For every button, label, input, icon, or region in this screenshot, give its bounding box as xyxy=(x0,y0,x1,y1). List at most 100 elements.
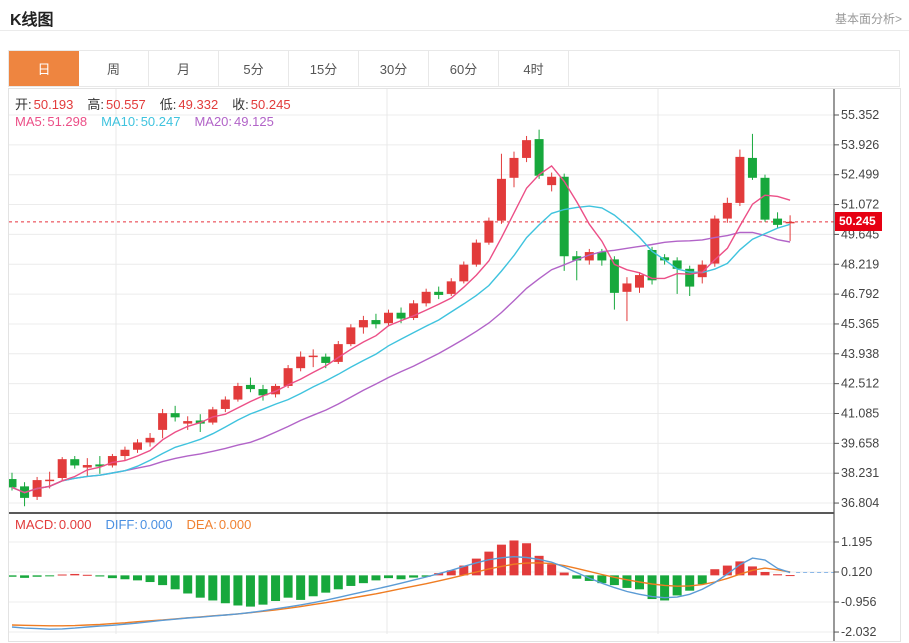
candle-up xyxy=(622,283,632,292)
macd-bar xyxy=(220,575,230,604)
legend-item: MA10: 50.247 xyxy=(101,114,181,129)
period-tab-7[interactable]: 4时 xyxy=(499,51,569,86)
macd-bar xyxy=(446,570,456,576)
macd-bar xyxy=(258,575,268,605)
macd-bar xyxy=(421,575,431,577)
kline-chart-canvas[interactable]: 55.35253.92652.49951.07249.64548.21946.7… xyxy=(9,89,900,641)
candle-down xyxy=(434,291,444,295)
macd-bar xyxy=(308,575,318,597)
macd-bar xyxy=(672,575,682,596)
macd-bar xyxy=(773,574,783,576)
candle-up xyxy=(484,220,494,243)
axis-tick-label: 53.926 xyxy=(841,138,879,152)
macd-bar xyxy=(120,575,130,580)
axis-tick-label: 38.231 xyxy=(841,466,879,480)
ma5-line xyxy=(11,164,791,494)
candle-up xyxy=(509,157,519,178)
candle-down xyxy=(672,260,682,269)
candle-up xyxy=(296,356,306,369)
period-tab-0[interactable]: 日 xyxy=(9,51,79,86)
candle-down xyxy=(371,320,381,325)
candle-up xyxy=(283,368,293,386)
candle-down xyxy=(760,177,770,220)
axis-tick-label: 55.352 xyxy=(841,108,879,122)
candle-up xyxy=(308,355,318,358)
candle-down xyxy=(534,139,544,176)
macd-bar xyxy=(45,575,55,577)
candle-down xyxy=(660,257,670,261)
macd-bar xyxy=(233,575,243,606)
candle-down xyxy=(321,356,331,363)
candle-down xyxy=(647,249,657,281)
period-tab-6[interactable]: 60分 xyxy=(429,51,499,86)
candle-up xyxy=(471,242,481,265)
macd-bar xyxy=(208,575,218,601)
macd-bar xyxy=(647,575,657,600)
macd-bar xyxy=(722,565,732,576)
period-tab-1[interactable]: 周 xyxy=(79,51,149,86)
axis-tick-label: 52.499 xyxy=(841,168,879,182)
legend-item: MA5: 51.298 xyxy=(15,114,88,129)
macd-bar xyxy=(409,575,419,578)
period-tabbar: 日周月 5分 15分 30分 60分 4时 xyxy=(8,50,900,87)
period-tab-5[interactable]: 30分 xyxy=(359,51,429,86)
macd-bar xyxy=(283,575,293,598)
candle-up xyxy=(421,291,431,304)
fundamental-analysis-link[interactable]: 基本面分析> xyxy=(834,12,902,26)
macd-bar xyxy=(622,575,632,588)
macd-bar xyxy=(158,575,168,586)
macd-bar xyxy=(145,575,155,583)
macd-bar xyxy=(697,575,707,585)
candle-up xyxy=(409,303,419,318)
macd-bar xyxy=(559,572,569,576)
candle-up xyxy=(710,218,720,264)
candle-up xyxy=(57,459,67,479)
macd-bar xyxy=(245,575,255,607)
axis-tick-label: 43.938 xyxy=(841,347,879,361)
period-tab-2[interactable]: 月 xyxy=(149,51,219,86)
candle-down xyxy=(9,479,17,488)
ma-legend: MA5: 51.298 MA10: 50.247 MA20: 49.125 xyxy=(15,114,288,129)
legend-item: MA20: 49.125 xyxy=(194,114,274,129)
macd-bar xyxy=(9,575,17,577)
diff-line xyxy=(11,555,791,630)
ohlc-legend: 开: 50.193 高: 50.557 低: 49.332 收: 50.245 xyxy=(15,94,305,113)
macd-bar xyxy=(82,574,92,576)
macd-bar xyxy=(133,575,142,581)
macd-bar xyxy=(597,575,607,584)
macd-bar xyxy=(20,575,30,578)
period-tab-3[interactable]: 5分 xyxy=(219,51,289,86)
legend-item: 开: 50.193 xyxy=(15,97,74,112)
macd-bar xyxy=(547,564,557,576)
ma20-line xyxy=(11,231,791,494)
candle-up xyxy=(722,202,732,219)
legend-item: DEA: 0.000 xyxy=(186,517,252,532)
legend-item: 高: 50.557 xyxy=(87,97,146,112)
candle-up xyxy=(82,465,92,468)
candle-up xyxy=(107,456,117,466)
axis-tick-label: -2.032 xyxy=(841,625,876,639)
candle-up xyxy=(522,140,532,158)
candle-up xyxy=(45,479,55,482)
candle-down xyxy=(747,157,757,178)
legend-item: MACD: 0.000 xyxy=(15,517,92,532)
legend-item: 收: 50.245 xyxy=(232,97,291,112)
period-tab-4[interactable]: 15分 xyxy=(289,51,359,86)
macd-bar xyxy=(710,569,720,576)
macd-bar xyxy=(660,575,670,601)
candle-down xyxy=(609,259,619,293)
candle-up xyxy=(358,320,368,328)
axis-tick-label: 42.512 xyxy=(841,377,879,391)
macd-bar xyxy=(271,575,281,602)
axis-tick-label: 39.658 xyxy=(841,436,879,450)
chart-container[interactable]: 开: 50.193 高: 50.557 低: 49.332 收: 50.245 MA5: 51.… xyxy=(8,88,901,642)
candle-up xyxy=(446,281,456,294)
candle-up xyxy=(785,221,795,224)
candle-up xyxy=(459,264,469,282)
axis-tick-label: 45.365 xyxy=(841,317,879,331)
candle-up xyxy=(384,312,393,324)
dea-line xyxy=(11,562,791,627)
candle-up xyxy=(735,156,745,203)
macd-bar xyxy=(522,543,532,576)
candle-up xyxy=(346,327,356,345)
